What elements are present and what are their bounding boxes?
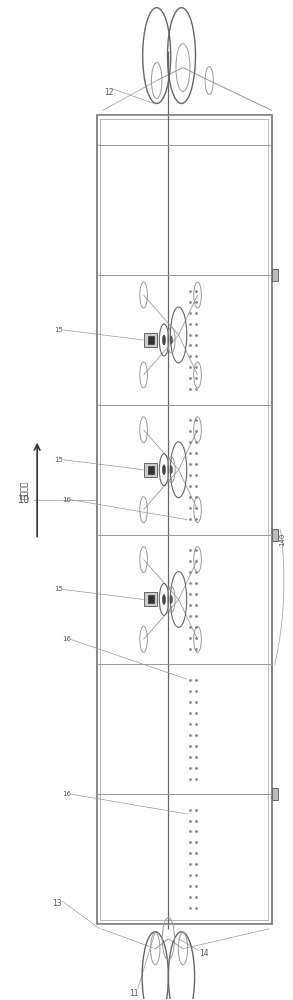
Text: 15: 15: [54, 327, 64, 333]
Bar: [272, 788, 278, 800]
Circle shape: [170, 595, 173, 603]
Circle shape: [170, 336, 173, 344]
Text: 16: 16: [62, 636, 71, 642]
Text: 16: 16: [62, 791, 71, 797]
Circle shape: [163, 335, 166, 345]
Circle shape: [163, 594, 166, 604]
Circle shape: [170, 466, 173, 474]
Bar: [148, 595, 154, 603]
Bar: [272, 529, 278, 541]
Text: 140: 140: [279, 533, 285, 546]
Bar: [148, 336, 154, 344]
Bar: [148, 466, 154, 474]
Bar: [272, 269, 278, 281]
Text: 12: 12: [104, 88, 114, 97]
Circle shape: [163, 465, 166, 475]
Bar: [100, 119, 268, 920]
Bar: [144, 333, 157, 347]
Bar: [97, 115, 272, 924]
Text: 15: 15: [54, 586, 64, 592]
Bar: [144, 592, 157, 606]
Text: 16: 16: [62, 497, 71, 503]
Text: 10: 10: [18, 495, 30, 505]
Text: 14: 14: [199, 949, 209, 958]
Text: 13: 13: [52, 899, 61, 908]
Text: 15: 15: [54, 457, 64, 463]
Bar: [144, 463, 157, 477]
Text: 11: 11: [129, 989, 139, 998]
Text: 运输方向: 运输方向: [20, 480, 28, 499]
